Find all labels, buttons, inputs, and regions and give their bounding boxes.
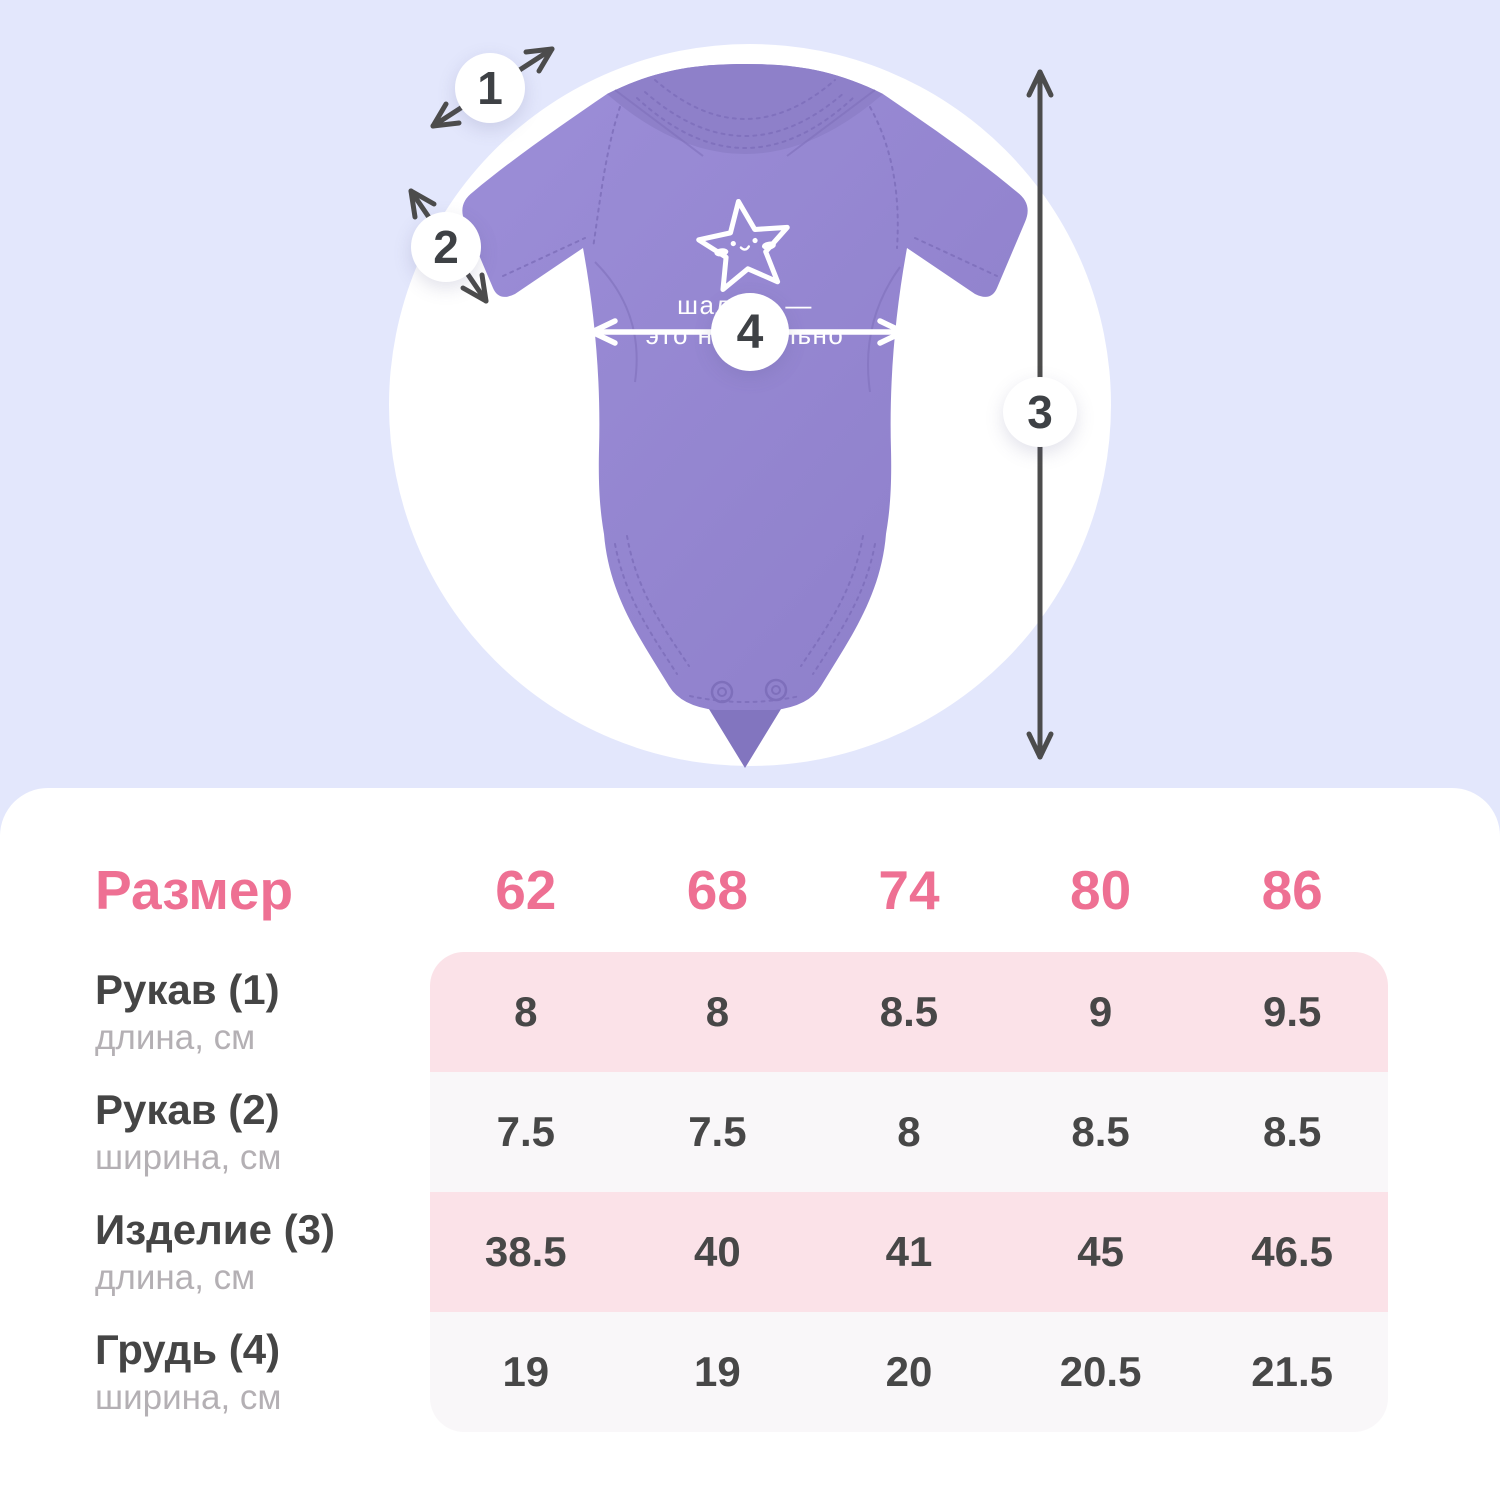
bodysuit-front-panel	[462, 64, 1028, 710]
size-chart-card: Размер 62 68 74 80 86 Рукав (1) длина, с…	[0, 788, 1500, 1500]
size-header-86: 86	[1261, 859, 1323, 921]
size-value-cell: 19	[694, 1348, 741, 1395]
table-row-sleeve-width: Рукав (2) ширина, см 7.5 7.5 8 8.5 8.5	[95, 1072, 1388, 1192]
badge-number: 4	[736, 305, 764, 359]
measurement-badge-1: 1	[455, 53, 525, 123]
size-value-cell: 9	[1088, 988, 1113, 1035]
snap-buttons	[710, 678, 788, 704]
size-column-header: Размер	[95, 859, 294, 921]
bodysuit-neckline	[607, 64, 883, 154]
row-sublabel: длина, см	[95, 1017, 256, 1057]
fold-lines	[594, 89, 901, 393]
size-table: Размер 62 68 74 80 86 Рукав (1) длина, с…	[95, 788, 1388, 1432]
size-value-cell: 8.5	[1071, 1108, 1130, 1155]
row-values: 38.5 40 41 45 46.5	[430, 1192, 1388, 1312]
size-value-cell: 40	[694, 1228, 741, 1275]
measurement-badge-3: 3	[1003, 377, 1077, 447]
badge-number: 2	[433, 221, 459, 273]
row-label: Изделие (3)	[95, 1205, 335, 1253]
row-sublabel: ширина, см	[95, 1137, 282, 1177]
size-value-cell: 9.5	[1262, 988, 1322, 1035]
table-row-sleeve-length: Рукав (1) длина, см 8 8 8.5 9 9.5	[95, 952, 1388, 1072]
size-value-cell: 20	[885, 1348, 933, 1395]
stitching-lines	[502, 79, 998, 703]
baby-bodysuit-image: шалить — это нормально	[462, 64, 1028, 768]
size-value-cell: 41	[885, 1228, 933, 1275]
row-values: 7.5 7.5 8 8.5 8.5	[430, 1072, 1388, 1192]
product-photo-section: шалить — это нормально	[389, 44, 1111, 768]
size-value-cell: 19	[502, 1348, 550, 1395]
size-value-cell: 8	[514, 988, 538, 1035]
table-header-row: Размер 62 68 74 80 86	[95, 788, 1388, 952]
size-header-62: 62	[495, 859, 557, 921]
size-header-80: 80	[1069, 859, 1132, 921]
size-value-cell: 45	[1077, 1228, 1124, 1275]
row-header: Изделие (3) длина, см	[95, 1192, 430, 1312]
size-header-74: 74	[878, 859, 940, 921]
badge-number: 3	[1027, 386, 1053, 438]
table-row-garment-length: Изделие (3) длина, см 38.5 40 41 45 46.5	[95, 1192, 1388, 1312]
row-values: 19 19 20 20.5 21.5	[430, 1312, 1388, 1432]
row-sublabel: длина, см	[95, 1257, 256, 1297]
row-header: Грудь (4) ширина, см	[95, 1312, 430, 1432]
row-label: Грудь (4)	[95, 1325, 281, 1373]
size-value-cell: 8.5	[1262, 1108, 1322, 1155]
badge-number: 1	[477, 62, 503, 114]
measurement-badge-2: 2	[411, 212, 481, 282]
row-header: Рукав (2) ширина, см	[95, 1072, 430, 1192]
row-label: Рукав (1)	[95, 965, 280, 1013]
size-value-cell: 46.5	[1251, 1228, 1334, 1275]
size-value-cell: 21.5	[1251, 1348, 1334, 1395]
size-header-68: 68	[686, 859, 748, 921]
row-header: Рукав (1) длина, см	[95, 952, 430, 1072]
size-value-cell: 8.5	[879, 988, 939, 1035]
row-label: Рукав (2)	[95, 1085, 280, 1133]
row-values: 8 8 8.5 9 9.5	[430, 952, 1388, 1072]
size-value-cell: 8	[705, 988, 730, 1035]
row-sublabel: ширина, см	[95, 1377, 282, 1417]
size-value-cell: 20.5	[1059, 1348, 1142, 1395]
measurement-badge-4: 4	[711, 293, 789, 371]
size-value-cell: 7.5	[496, 1108, 555, 1155]
size-value-cell: 7.5	[688, 1108, 747, 1155]
size-value-cell: 8	[897, 1108, 921, 1155]
star-print-icon	[696, 198, 790, 292]
size-header-values: 62 68 74 80 86	[430, 858, 1388, 922]
table-row-chest-width: Грудь (4) ширина, см 19 19 20 20.5 21.5	[95, 1312, 1388, 1432]
size-value-cell: 38.5	[484, 1228, 567, 1275]
